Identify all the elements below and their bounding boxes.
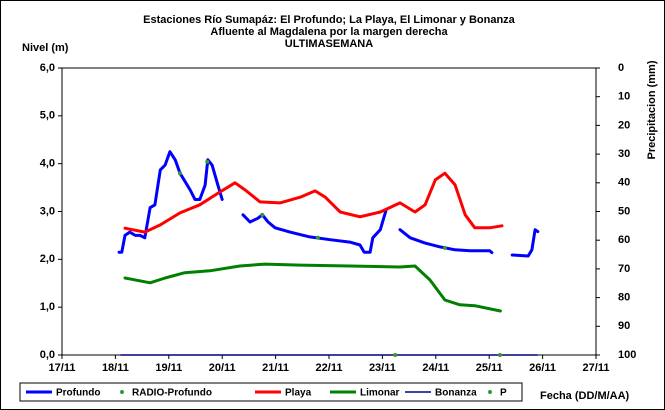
x-tick-label: 24/11: [422, 362, 449, 374]
legend-swatch: [120, 390, 124, 394]
x-axis-label: Fecha (DD/M/AA): [540, 390, 630, 402]
y-tick-label: 1,0: [40, 301, 55, 313]
y2-tick-label: 50: [618, 205, 630, 217]
x-tick-label: 19/11: [155, 362, 182, 374]
y2-axis-label: Precipitacion (mm): [646, 60, 658, 159]
y2-tick-label: 80: [618, 292, 630, 304]
data-point: [205, 159, 210, 164]
y-tick-label: 6,0: [40, 62, 55, 74]
x-tick-label: 26/11: [529, 362, 556, 374]
y2-tick-label: 90: [618, 320, 630, 332]
chart-title: Estaciones Río Sumapáz: El Profundo; La …: [143, 14, 516, 26]
legend-label: Playa: [285, 388, 312, 399]
data-point: [178, 171, 183, 176]
legend-label: Bonanza: [435, 388, 477, 399]
y2-tick-label: 60: [618, 234, 630, 246]
y-tick-label: 4,0: [40, 158, 55, 170]
y-tick-label: 2,0: [40, 253, 55, 265]
legend-label: RADIO-Profundo: [132, 388, 212, 399]
series-line: [123, 171, 504, 234]
y2-tick-label: 40: [618, 177, 630, 189]
legend-swatch: [488, 390, 492, 394]
x-tick-label: 27/11: [583, 362, 610, 374]
x-tick-label: 17/11: [49, 362, 76, 374]
data-point: [315, 235, 320, 240]
x-tick-label: 18/11: [102, 362, 129, 374]
legend-label: P: [500, 388, 507, 399]
y-tick-label: 5,0: [40, 110, 55, 122]
data-point: [260, 212, 265, 217]
data-point: [393, 353, 398, 357]
y-tick-label: 3,0: [40, 205, 55, 217]
y2-tick-label: 70: [618, 263, 630, 275]
chart-title: ULTIMASEMANA: [285, 38, 373, 50]
legend-label: Limonar: [360, 388, 400, 399]
series-line: [117, 150, 540, 258]
x-tick-label: 23/11: [369, 362, 396, 374]
y2-tick-label: 30: [618, 148, 630, 160]
x-tick-label: 25/11: [476, 362, 503, 374]
x-tick-label: 21/11: [262, 362, 289, 374]
y-axis-label: Nivel (m): [22, 42, 69, 54]
y-tick-label: 0,0: [40, 349, 55, 361]
series-line: [123, 262, 502, 313]
y2-tick-label: 0: [618, 62, 624, 74]
data-point: [497, 353, 502, 357]
y2-tick-label: 20: [618, 119, 630, 131]
y2-tick-label: 100: [618, 349, 636, 361]
x-tick-label: 20/11: [209, 362, 236, 374]
y2-tick-label: 10: [618, 91, 630, 103]
x-tick-label: 22/11: [316, 362, 343, 374]
legend-label: Profundo: [56, 388, 100, 399]
chart-title: Afluente al Magdalena por la margen dere…: [210, 26, 448, 38]
data-point: [442, 245, 447, 250]
